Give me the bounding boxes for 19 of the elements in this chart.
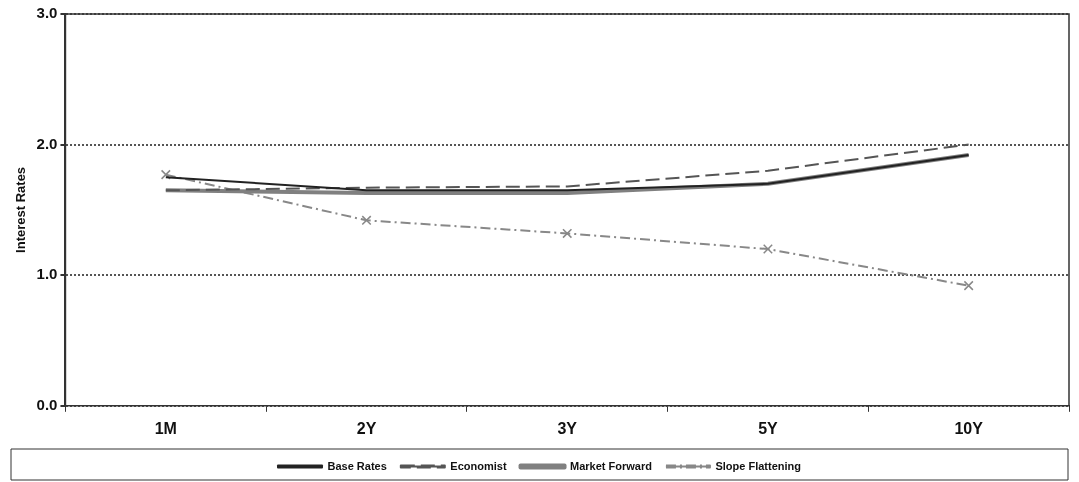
y-tick-label: 3.0 [36,4,58,22]
x-tick-label: 10Y [954,419,984,437]
x-tick-label: 3Y [557,419,578,437]
x-tick-label: 2Y [356,419,377,437]
x-tick-label: 1M [154,419,177,437]
legend-label: Economist [450,459,507,472]
point [361,215,372,226]
legend-label: Base Rates [327,459,387,472]
y-axis-title: Interest Rates [13,166,29,253]
y-tick-label: 0.0 [36,395,58,413]
point [762,244,773,255]
point [160,169,171,180]
y-tick-label: 2.0 [36,134,58,152]
x-tick-label: 5Y [758,419,779,437]
legend-label: Market Forward [570,459,652,472]
point [963,280,974,291]
point [562,228,573,239]
y-tick-label: 1.0 [36,265,58,283]
legend-label: Slope Flattening [715,459,802,472]
